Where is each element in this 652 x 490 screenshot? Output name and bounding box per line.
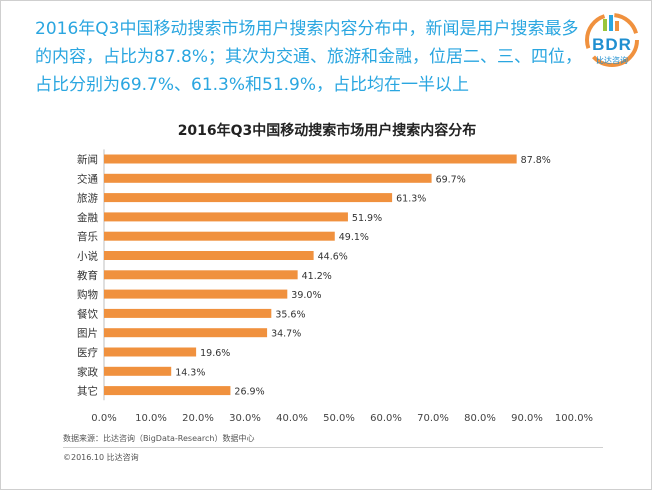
category-label: 购物: [77, 288, 98, 301]
bar: [104, 289, 288, 299]
x-tick-label: 50.0%: [323, 413, 355, 424]
data-label: 35.6%: [275, 309, 305, 320]
headline: 2016年Q3中国移动搜索市场用户搜索内容分布中，新闻是用户搜索最多 的内容，占…: [35, 15, 583, 99]
x-tick-label: 0.0%: [91, 413, 116, 424]
data-source-note: 数据来源：比达咨询（BigData-Research）数据中心: [63, 434, 255, 443]
category-label: 小说: [77, 250, 98, 263]
x-tick-label: 20.0%: [182, 413, 214, 424]
x-tick-label: 30.0%: [229, 413, 261, 424]
category-label: 家政: [77, 365, 98, 378]
x-tick-label: 100.0%: [555, 413, 593, 424]
bdr-logo: BDR 比达咨询: [583, 11, 641, 69]
data-label: 26.9%: [234, 387, 264, 398]
bar: [104, 212, 348, 222]
x-tick-label: 10.0%: [135, 413, 167, 424]
category-label: 音乐: [77, 230, 98, 243]
data-label: 41.2%: [302, 271, 332, 282]
category-label: 新闻: [77, 153, 98, 166]
headline-line-3: 占比分别为69.7%、61.3%和51.9%，占比均在一半以上: [35, 75, 470, 95]
logo-subtext: 比达咨询: [596, 56, 628, 65]
category-label: 金融: [77, 211, 98, 224]
footer-divider: [63, 447, 603, 448]
bar: [104, 308, 272, 318]
x-tick-label: 70.0%: [417, 413, 449, 424]
data-label: 49.1%: [339, 232, 369, 243]
data-label: 34.7%: [271, 329, 301, 340]
bar: [104, 347, 197, 357]
bar: [104, 193, 393, 203]
data-label: 87.8%: [521, 155, 551, 166]
bar: [104, 154, 517, 164]
bar: [104, 386, 231, 396]
data-label: 51.9%: [352, 213, 382, 224]
category-label: 教育: [77, 269, 98, 282]
x-tick-label: 90.0%: [511, 413, 543, 424]
x-tick-label: 80.0%: [464, 413, 496, 424]
bar-chart: 新闻 87.8% 交通 69.7% 旅游 61.3% 金融 51.9% 音乐 49.1% 小说 44.…: [77, 149, 593, 424]
chart-title: 2016年Q3中国移动搜索市场用户搜索内容分布: [177, 123, 477, 139]
headline-line-1: 2016年Q3中国移动搜索市场用户搜索内容分布中，新闻是用户搜索最多: [35, 19, 579, 39]
data-label: 14.3%: [175, 367, 205, 378]
bar: [104, 328, 268, 338]
bar: [104, 270, 298, 280]
headline-line-2: 的内容，占比为87.8%；其次为交通、旅游和金融，位居二、三、四位，: [35, 47, 583, 67]
category-label: 交通: [77, 172, 98, 185]
logo-mark-icon: [585, 13, 639, 67]
category-label: 其它: [77, 385, 98, 398]
data-label: 39.0%: [291, 290, 321, 301]
data-label: 61.3%: [396, 194, 426, 205]
copyright-note: ©2016.10 比达咨询: [63, 453, 139, 462]
x-tick-label: 40.0%: [276, 413, 308, 424]
logo-text: BDR: [592, 35, 632, 54]
bar: [104, 231, 335, 241]
bar: [104, 366, 172, 376]
category-label: 旅游: [77, 192, 98, 205]
data-label: 44.6%: [318, 252, 348, 263]
data-label: 19.6%: [200, 348, 230, 359]
x-tick-label: 60.0%: [370, 413, 402, 424]
data-label: 69.7%: [436, 174, 466, 185]
category-label: 餐饮: [77, 307, 98, 320]
bar: [104, 251, 314, 260]
category-label: 图片: [77, 327, 98, 340]
category-label: 医疗: [77, 346, 98, 359]
bar: [104, 173, 432, 183]
